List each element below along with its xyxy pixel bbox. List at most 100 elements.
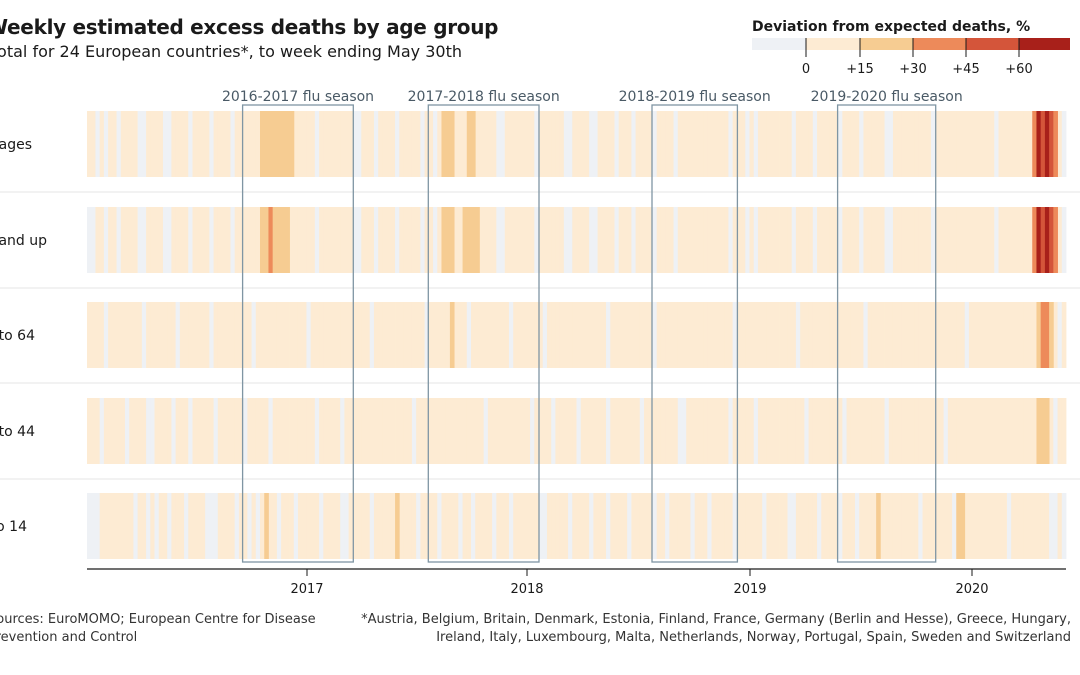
heatmap-cell — [517, 302, 523, 368]
heatmap-cell — [95, 302, 101, 368]
heatmap-cell — [108, 493, 113, 559]
heatmap-cell — [184, 398, 189, 464]
heatmap-cell — [196, 207, 202, 273]
heatmap-cell — [656, 302, 662, 368]
heatmap-cell — [719, 111, 725, 177]
heatmap-cell — [184, 302, 189, 368]
heatmap-cell — [791, 111, 797, 177]
heatmap-cell — [1023, 398, 1029, 464]
heatmap-cell — [922, 207, 928, 273]
heatmap-cell — [947, 493, 953, 559]
heatmap-cell — [787, 398, 793, 464]
heatmap-cell — [1015, 207, 1020, 273]
heatmap-cell — [914, 302, 919, 368]
heatmap-cell — [990, 111, 995, 177]
heatmap-cell — [222, 207, 227, 273]
heatmap-cell — [471, 398, 476, 464]
heatmap-cell — [133, 398, 139, 464]
heatmap-cell-excess — [1036, 207, 1042, 273]
heatmap-cell — [1061, 207, 1067, 273]
heatmap-cell — [618, 207, 624, 273]
heatmap-cell — [990, 493, 995, 559]
flu-season-label: 2017-2018 flu season — [408, 89, 560, 105]
heatmap-cell — [947, 207, 953, 273]
heatmap-cell — [399, 302, 404, 368]
heatmap-cell — [551, 111, 556, 177]
heatmap-cell — [968, 111, 974, 177]
heatmap-cell — [821, 302, 826, 368]
heatmap-cell — [918, 207, 923, 273]
heatmap-cell — [1019, 111, 1025, 177]
heatmap-cell — [719, 302, 725, 368]
heatmap-cell — [1028, 207, 1033, 273]
heatmap-cell — [555, 111, 561, 177]
heatmap-cell — [914, 207, 919, 273]
heatmap-cell — [179, 398, 185, 464]
heatmap-cell — [348, 398, 354, 464]
heatmap-cell — [1006, 493, 1012, 559]
heatmap-cell — [500, 111, 506, 177]
heatmap-cell — [935, 111, 940, 177]
heatmap-cell — [985, 493, 991, 559]
heatmap-cell — [95, 207, 101, 273]
heatmap-cell — [935, 207, 940, 273]
heatmap-cell — [416, 207, 421, 273]
heatmap-cell-excess — [1040, 302, 1046, 368]
heatmap-cell — [825, 111, 831, 177]
heatmap-cell — [825, 398, 831, 464]
heatmap-cell — [171, 302, 177, 368]
heatmap-cell — [808, 207, 814, 273]
heatmap-cell — [572, 302, 577, 368]
heatmap-cell — [559, 111, 565, 177]
heatmap-cell — [930, 111, 936, 177]
heatmap-cell — [196, 111, 202, 177]
heatmap-cell — [665, 398, 670, 464]
heatmap-cell — [973, 493, 978, 559]
heatmap-cell — [964, 207, 970, 273]
heatmap-cell — [918, 493, 923, 559]
heatmap-cell — [715, 493, 721, 559]
heatmap-cell — [888, 302, 894, 368]
flu-season-label: 2018-2019 flu season — [619, 89, 771, 105]
heatmap-cell — [200, 398, 206, 464]
heatmap-cell — [572, 493, 577, 559]
heatmap-cell-excess — [1032, 111, 1037, 177]
heatmap-cell — [120, 493, 126, 559]
heatmap-cell — [576, 302, 582, 368]
heatmap-cell — [521, 207, 527, 273]
heatmap-cell — [795, 302, 801, 368]
heatmap-cell — [1019, 398, 1025, 464]
heatmap-cell — [973, 207, 978, 273]
flu-season-label: 2016-2017 flu season — [222, 89, 374, 105]
heatmap-cell-excess — [466, 207, 472, 273]
heatmap-cell-excess — [956, 493, 961, 559]
heatmap-cell — [297, 398, 303, 464]
heatmap-cell — [479, 111, 485, 177]
heatmap-cell — [108, 207, 113, 273]
heatmap-cell — [192, 398, 198, 464]
heatmap-cell — [150, 493, 155, 559]
heatmap-cell — [956, 398, 961, 464]
heatmap-cell — [462, 111, 468, 177]
heatmap-cell — [808, 493, 814, 559]
heatmap-cell — [310, 398, 316, 464]
heatmap-cell-excess — [1049, 207, 1054, 273]
heatmap-cell — [808, 111, 814, 177]
heatmap-cell — [707, 493, 712, 559]
heatmap-cell — [829, 207, 835, 273]
heatmap-cell — [601, 398, 607, 464]
heatmap-cell — [774, 398, 780, 464]
heatmap-cell — [956, 302, 961, 368]
heatmap-cell — [217, 302, 223, 368]
heatmap-cell — [517, 111, 523, 177]
heatmap-cell — [892, 207, 898, 273]
heatmap-cell — [395, 207, 400, 273]
heatmap-cell — [1040, 493, 1046, 559]
heatmap-cell — [757, 398, 763, 464]
heatmap-cell — [627, 493, 632, 559]
heatmap-cell — [593, 493, 598, 559]
heatmap-cell-excess — [1036, 111, 1042, 177]
heatmap-cell-excess — [1053, 207, 1058, 273]
heatmap-cell — [597, 207, 603, 273]
heatmap-cell — [357, 493, 362, 559]
